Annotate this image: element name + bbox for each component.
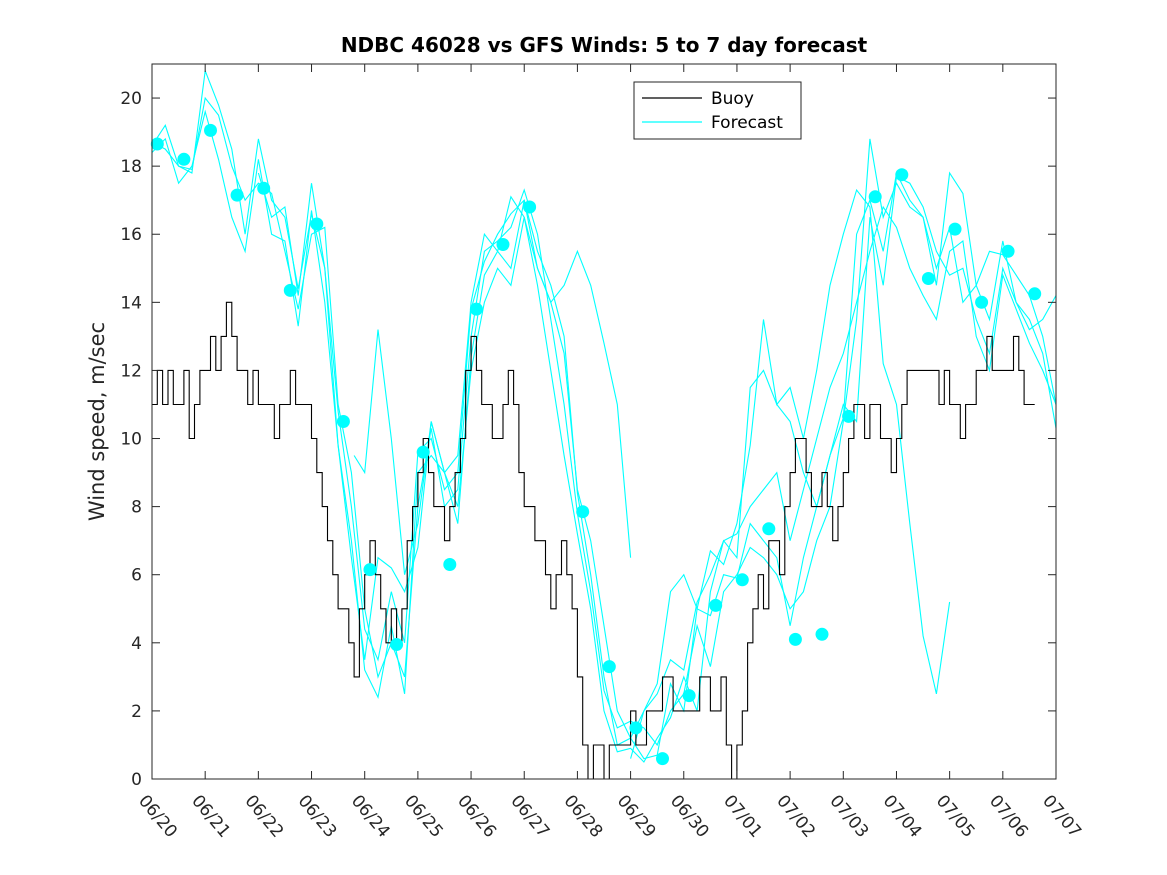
forecast-marker: [469, 302, 483, 316]
legend: Buoy Forecast: [633, 81, 802, 140]
plot-frame: [151, 63, 1057, 780]
forecast-marker: [336, 415, 350, 428]
forecast-line-3: [257, 172, 1057, 740]
forecast-marker: [363, 563, 377, 577]
forecast-marker: [815, 627, 829, 641]
forecast-marker: [656, 752, 669, 766]
forecast-marker: [416, 445, 430, 459]
y-tick-label: 16: [120, 225, 142, 245]
forecast-line-5: [630, 188, 951, 759]
y-tick-label: 18: [120, 157, 142, 177]
forecast-marker: [921, 272, 935, 285]
y-tick-label: 14: [120, 293, 142, 313]
y-tick-label: 0: [131, 770, 142, 790]
y-axis: 0 2 4 6 8 10 12 14 16 18 20: [120, 89, 1056, 790]
y-tick-label: 20: [120, 89, 142, 109]
forecast-marker: [390, 638, 404, 651]
y-tick-label: 4: [131, 634, 142, 654]
forecast-marker: [975, 295, 989, 309]
forecast-marker: [283, 283, 297, 297]
forecast-markers: [150, 123, 1042, 766]
forecast-marker: [496, 238, 510, 251]
forecast-marker: [842, 409, 856, 423]
plot-background: [152, 64, 1056, 779]
forecast-marker: [788, 632, 802, 646]
forecast-marker: [868, 190, 882, 204]
forecast-line-0: [151, 70, 1057, 760]
legend-entry-buoy: Buoy: [711, 89, 754, 109]
forecast-marker: [735, 573, 749, 587]
forecast-marker: [682, 689, 696, 703]
y-axis-label: Wind speed, m/sec: [85, 322, 109, 521]
y-tick-label: 6: [131, 566, 142, 586]
forecast-marker: [576, 505, 590, 519]
forecast-marker: [523, 200, 537, 214]
forecast-marker: [230, 188, 244, 202]
legend-box: [633, 81, 802, 140]
y-tick-label: 8: [131, 498, 142, 518]
forecast-marker: [257, 181, 271, 195]
buoy-line: [152, 301, 1035, 780]
forecast-marker: [1001, 244, 1015, 258]
forecast-marker: [310, 217, 324, 231]
forecast-marker: [762, 522, 776, 536]
forecast-marker: [629, 721, 643, 735]
buoy-series: [152, 301, 1035, 780]
chart-title: NDBC 46028 vs GFS Winds: 5 to 7 day fore…: [341, 33, 868, 57]
y-tick-label: 2: [131, 702, 142, 722]
forecast-marker: [948, 222, 962, 236]
forecast-marker: [150, 137, 164, 151]
forecast-marker: [177, 152, 191, 166]
forecast-marker: [1028, 287, 1042, 301]
y-tick-label: 10: [120, 430, 142, 450]
forecast-line-2: [151, 109, 1057, 763]
y-tick-label: 12: [120, 361, 142, 381]
forecast-marker: [709, 598, 723, 612]
forecast-marker: [895, 168, 909, 182]
forecast-marker: [602, 660, 616, 674]
forecast-marker: [204, 123, 217, 137]
forecast-line-4: [353, 217, 632, 575]
forecast-lines: [151, 70, 1057, 763]
forecast-marker: [443, 558, 457, 571]
legend-entry-forecast: Forecast: [711, 113, 783, 133]
